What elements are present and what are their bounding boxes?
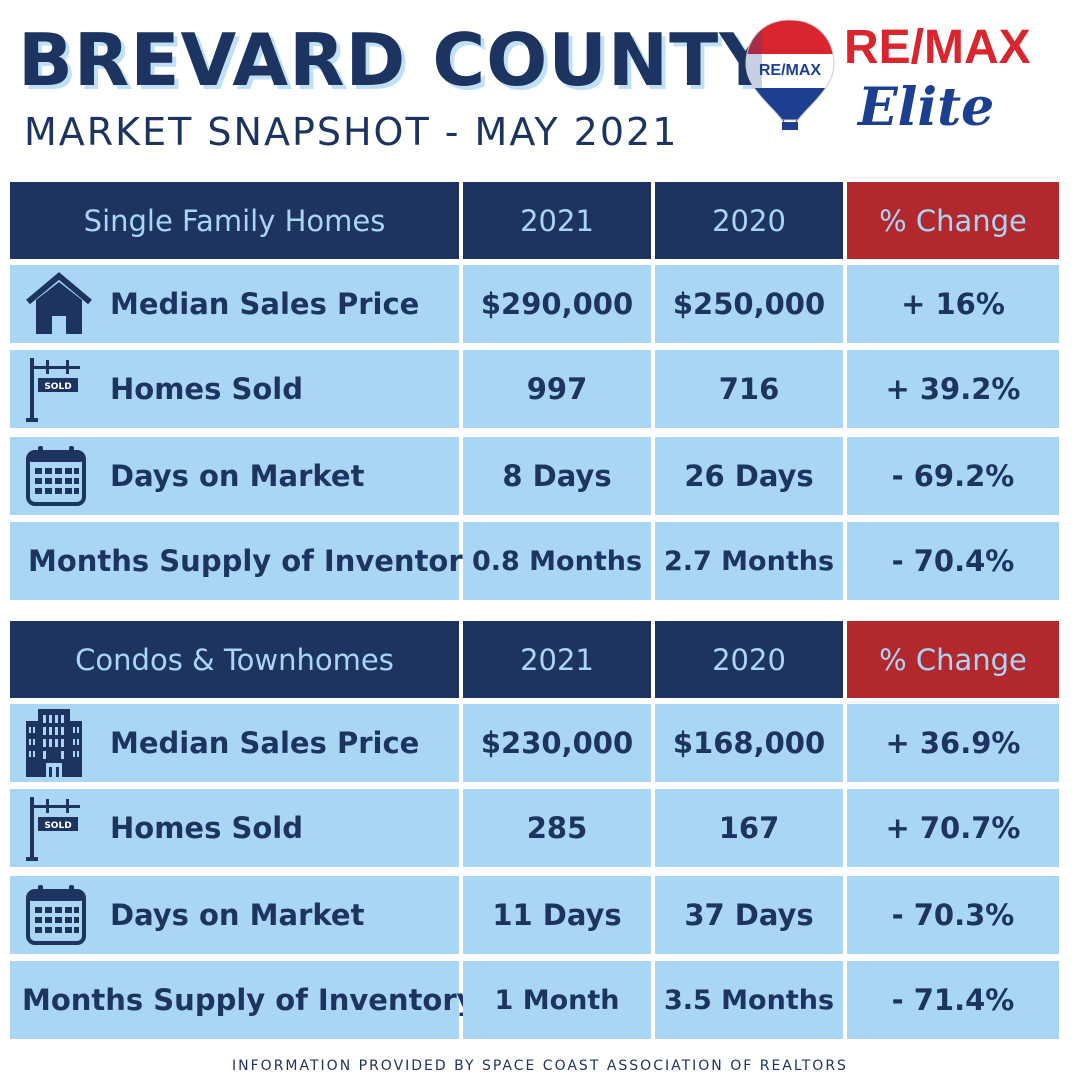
value-2020: 716 [655, 350, 843, 428]
value-2021: 0.8 Months [463, 522, 651, 600]
value-2021: 11 Days [463, 876, 651, 954]
value-2021: $230,000 [463, 704, 651, 782]
balloon-text: RE/MAX [759, 62, 822, 79]
value-2020: 26 Days [655, 437, 843, 515]
building-icon [26, 709, 82, 777]
value-2020: 167 [655, 789, 843, 867]
value-change: - 71.4% [847, 961, 1059, 1039]
sold-sign-icon: SOLD [26, 358, 80, 422]
table-row: Median Sales Price [10, 265, 459, 343]
table-row: SOLD Homes Sold [10, 350, 459, 428]
value-2021: 1 Month [463, 961, 651, 1039]
row-label: Homes Sold [110, 811, 303, 845]
value-change: + 39.2% [847, 350, 1059, 428]
row-label: Months Supply of Inventory [22, 983, 476, 1017]
table-row: Median Sales Price [10, 704, 459, 782]
table-row: Days on Market [10, 876, 459, 954]
value-2020: $168,000 [655, 704, 843, 782]
value-change: + 70.7% [847, 789, 1059, 867]
row-label: Days on Market [110, 459, 365, 493]
value-change: + 16% [847, 265, 1059, 343]
value-2021: 8 Days [463, 437, 651, 515]
table-2-col-2020: 2020 [655, 621, 843, 698]
table-1-category-header: Single Family Homes [10, 182, 459, 259]
calendar-icon [26, 446, 86, 506]
row-label: Months Supply of Inventory [28, 544, 482, 578]
table-1-col-change: % Change [847, 182, 1059, 259]
sold-sign-icon: SOLD [26, 797, 80, 861]
value-2020: $250,000 [655, 265, 843, 343]
brand-subname: Elite [858, 77, 995, 138]
value-2021: $290,000 [463, 265, 651, 343]
value-change: - 70.3% [847, 876, 1059, 954]
row-label: Median Sales Price [110, 287, 420, 321]
value-2021: 285 [463, 789, 651, 867]
svg-text:SOLD: SOLD [44, 821, 71, 831]
page-subtitle: MARKET SNAPSHOT - MAY 2021 [24, 110, 679, 154]
svg-text:SOLD: SOLD [44, 382, 71, 392]
table-row: SOLD Homes Sold [10, 789, 459, 867]
value-2020: 2.7 Months [655, 522, 843, 600]
value-2021: 997 [463, 350, 651, 428]
table-row: Days on Market [10, 437, 459, 515]
value-2020: 3.5 Months [655, 961, 843, 1039]
remax-balloon-logo: RE/MAX [745, 19, 835, 130]
value-change: - 70.4% [847, 522, 1059, 600]
house-icon [26, 272, 92, 334]
row-label: Homes Sold [110, 372, 303, 406]
row-label: Days on Market [110, 898, 365, 932]
table-row: Months Supply of Inventory [10, 522, 482, 600]
table-2-category-header: Condos & Townhomes [10, 621, 459, 698]
table-1-col-2021: 2021 [463, 182, 651, 259]
table-row: Months Supply of Inventory [10, 961, 476, 1039]
table-2-col-change: % Change [847, 621, 1059, 698]
table-2-col-2021: 2021 [463, 621, 651, 698]
brand-name: RE/MAX [844, 21, 1031, 74]
value-change: - 69.2% [847, 437, 1059, 515]
page-title: BREVARD COUNTY [18, 18, 773, 102]
source-footer: INFORMATION PROVIDED BY SPACE COAST ASSO… [232, 1058, 848, 1074]
calendar-icon [26, 885, 86, 945]
table-1-col-2020: 2020 [655, 182, 843, 259]
value-2020: 37 Days [655, 876, 843, 954]
row-label: Median Sales Price [110, 726, 420, 760]
value-change: + 36.9% [847, 704, 1059, 782]
